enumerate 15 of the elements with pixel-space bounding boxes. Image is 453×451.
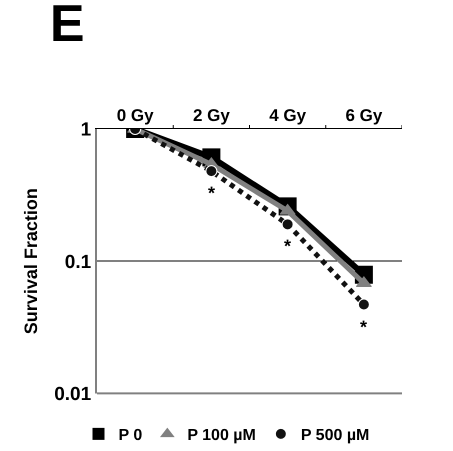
annotation: * — [360, 317, 368, 337]
y-tick-label: 1 — [80, 120, 92, 141]
y-tick-label: 0.1 — [64, 252, 92, 273]
y-axis-title: Survival Fraction — [20, 188, 41, 334]
x-tick-label: 6 Gy — [345, 106, 383, 126]
legend-label: P 500 µM — [300, 427, 370, 444]
x-tick-label: 2 Gy — [192, 106, 230, 126]
annotation: * — [208, 183, 216, 203]
y-tick-label: 0.01 — [54, 384, 92, 405]
chart-title: E — [50, 0, 85, 53]
annotation: * — [284, 236, 292, 256]
legend-label: P 100 µM — [187, 427, 256, 444]
x-tick-label: 4 Gy — [269, 106, 307, 126]
x-tick-label: 0 Gy — [116, 106, 154, 126]
legend-label: P 0 — [118, 427, 142, 444]
